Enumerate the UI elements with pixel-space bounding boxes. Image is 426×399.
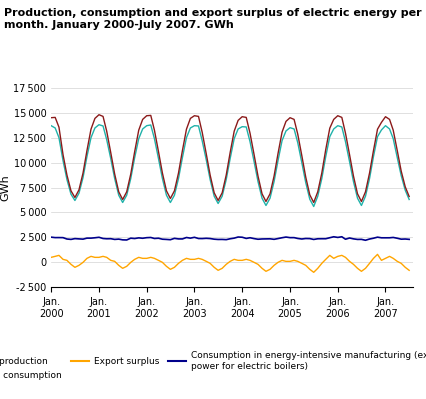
Legend: Total production, Gross consumption, Export surplus, Consumption in energy-inten: Total production, Gross consumption, Exp… (0, 348, 426, 383)
Y-axis label: GWh: GWh (0, 174, 11, 201)
Text: Production, consumption and export surplus of electric energy per
month. January: Production, consumption and export surpl… (4, 8, 422, 30)
